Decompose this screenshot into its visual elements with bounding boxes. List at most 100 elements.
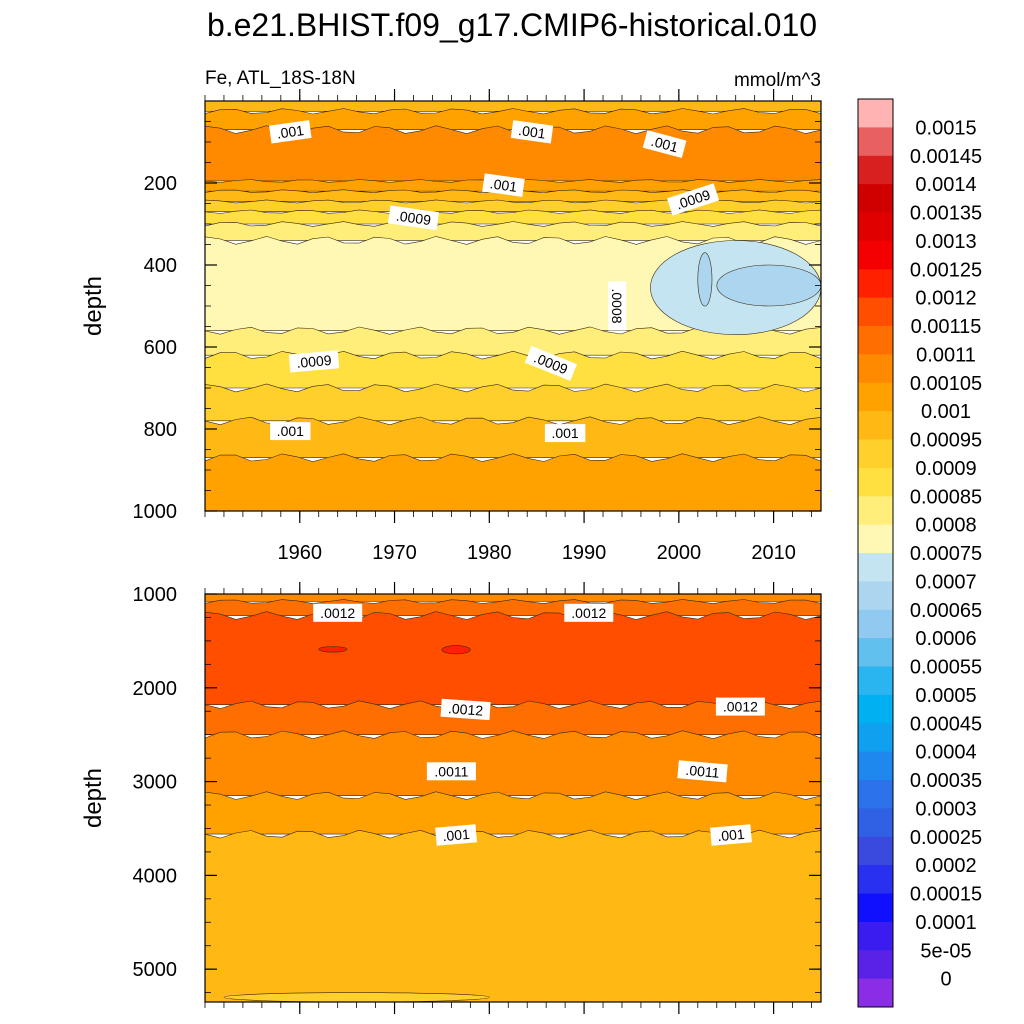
contour-label-text: .0008	[609, 288, 625, 323]
upper-y-tick-label: 200	[144, 173, 177, 195]
lower-panel-contour-labels: .0012 .0012 .0012 .0012 .0011 .0011 .001 .001	[313, 603, 765, 846]
upper-panel-axes: 200 400 600 800 1000 1960 1970 1980 1990 2000 2010	[133, 89, 821, 564]
contour-label-text: .0011	[685, 762, 720, 781]
upper-band	[205, 199, 821, 212]
lower-contour-label: .0012	[715, 697, 765, 716]
colorbar-swatch	[858, 127, 893, 157]
lower-band	[205, 611, 821, 705]
contour-label-text: .001	[517, 122, 546, 142]
colorbar-level-label: 0.0003	[915, 798, 976, 820]
contour-label-text: .001	[489, 175, 518, 195]
x-tick-label: 1980	[467, 542, 512, 564]
upper-panel: .001.001.001.001.0009.0009.0008.0009.000…	[80, 89, 822, 564]
upper-band	[205, 101, 821, 112]
colorbar-level-label: 0.0004	[915, 742, 976, 764]
colorbar-swatch	[858, 553, 893, 582]
colorbar-swatch	[858, 609, 893, 639]
upper-contour-label: .0009	[387, 205, 440, 231]
x-tick-label: 1970	[372, 542, 417, 564]
lower-contour-label: .0012	[440, 698, 491, 721]
upper-y-axis-label: depth	[80, 276, 107, 336]
contour-label-box	[677, 760, 728, 783]
contour-label-text: .0009	[296, 352, 333, 371]
lower-panel: .0012 .0012 .0012 .0012 .0011 .0011 .001 .001 1…	[80, 582, 822, 1014]
contour-label-box	[288, 350, 340, 373]
upper-contour-label: .001	[642, 130, 687, 159]
x-tick-label: 1960	[278, 542, 323, 564]
colorbar-swatch	[858, 836, 893, 866]
lower-patch	[318, 646, 348, 653]
contour-label-box	[524, 345, 577, 381]
lower-panel-fill	[205, 594, 821, 1002]
upper-patch	[697, 252, 713, 307]
colorbar-level-label: 0.001	[921, 401, 971, 423]
colorbar: 0.0015 0.00145 0.0014 0.00135 0.0013 0.00125 0…	[857, 98, 982, 1008]
contour-label-box	[482, 173, 525, 197]
lower-y-tick-label: 1000	[133, 584, 178, 606]
colorbar-swatch	[858, 269, 893, 299]
colorbar-level-label: 0.00115	[911, 316, 982, 338]
contour-label-box	[435, 824, 478, 846]
contour-label-text: .001	[277, 423, 304, 439]
upper-band	[205, 108, 821, 130]
colorbar-level-label: 0.0015	[915, 117, 976, 139]
lower-y-axis-label: depth	[80, 768, 107, 828]
colorbar-level-label: 0.0012	[915, 288, 976, 310]
colorbar-level-label: 0.0006	[915, 628, 976, 650]
colorbar-level-label: 0	[940, 969, 951, 991]
contour-label-text: .0012	[448, 700, 484, 718]
contour-label-box	[715, 697, 765, 716]
colorbar-level-label: 0.00035	[910, 770, 982, 792]
contour-label-text: .0009	[395, 207, 432, 228]
contour-label-text: .0012	[571, 605, 606, 621]
colorbar-level-label: 0.00075	[910, 543, 982, 565]
colorbar-swatch	[858, 240, 893, 270]
x-tick-label: 2010	[751, 542, 796, 564]
lower-y-tick-label: 5000	[133, 959, 178, 981]
colorbar-swatch	[858, 978, 893, 1008]
contour-label-box	[269, 120, 312, 144]
colorbar-swatch	[858, 581, 893, 611]
upper-band	[205, 221, 821, 241]
contour-label-text: .0012	[723, 699, 758, 715]
lower-band	[205, 791, 821, 835]
contour-label-text: .0011	[434, 763, 468, 779]
colorbar-level-label: 0.00145	[910, 146, 982, 168]
contour-label-box	[510, 120, 554, 144]
colorbar-swatch	[858, 411, 893, 440]
upper-band	[205, 383, 821, 422]
contour-label-box	[667, 183, 720, 216]
colorbar-level-label: 0.0005	[915, 685, 976, 707]
colorbar-level-label: 0.0007	[915, 571, 976, 593]
contour-label-box	[710, 824, 752, 846]
lower-contour-label: .0011	[426, 762, 476, 781]
lower-band	[205, 594, 821, 602]
colorbar-swatch	[858, 638, 893, 667]
colorbar-swatch	[858, 439, 893, 469]
lower-contour-label: .001	[710, 824, 752, 846]
colorbar-swatch	[858, 666, 893, 696]
colorbar-swatch	[858, 297, 893, 327]
lower-contour-label: .001	[435, 824, 478, 846]
contour-label-box	[440, 698, 491, 721]
lower-band	[205, 829, 821, 1002]
upper-panel-fill	[205, 101, 821, 511]
upper-contour-label: .0008	[608, 281, 627, 331]
chart-title: b.e21.BHIST.f09_g17.CMIP6-historical.010	[207, 7, 817, 43]
colorbar-swatch	[858, 780, 893, 809]
colorbar-level-label: 0.0014	[915, 174, 976, 196]
lower-contour-label: .0012	[564, 603, 614, 622]
chart-subtitle: Fe, ATL_18S-18N	[205, 68, 356, 89]
colorbar-swatch	[858, 950, 893, 980]
lower-panel-axes: 1000 2000 3000 4000 5000	[133, 582, 821, 1014]
colorbar-swatch	[858, 382, 893, 412]
lower-band	[205, 730, 821, 796]
colorbar-level-label: 0.00055	[910, 657, 982, 679]
contour-label-text: .001	[442, 826, 471, 844]
colorbar-swatch	[858, 467, 893, 497]
colorbar-level-label: 0.0011	[916, 344, 976, 366]
lower-y-tick-label: 2000	[133, 678, 178, 700]
colorbar-swatch	[858, 326, 893, 355]
colorbar-swatch	[858, 184, 893, 213]
